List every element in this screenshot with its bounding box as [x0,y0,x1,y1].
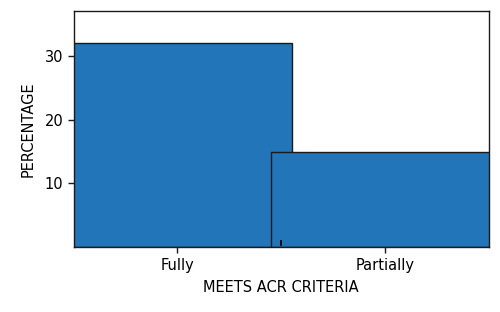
X-axis label: MEETS ACR CRITERIA: MEETS ACR CRITERIA [204,280,359,295]
Bar [271,152,500,247]
Y-axis label: PERCENTAGE: PERCENTAGE [21,81,36,177]
Bar [63,43,292,247]
